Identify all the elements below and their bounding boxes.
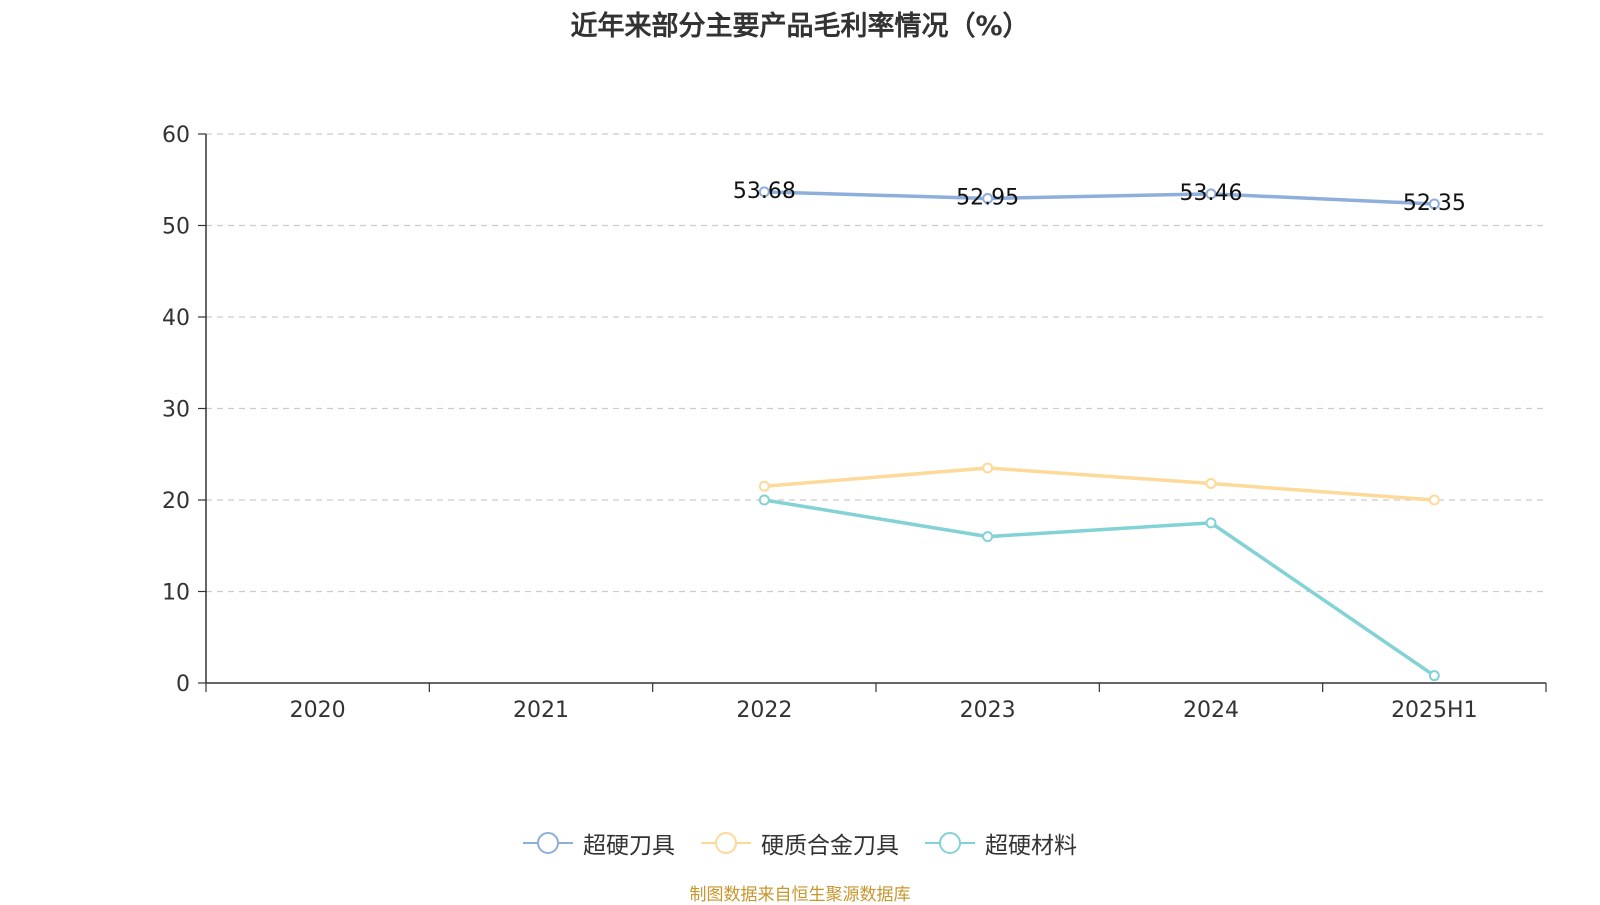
data-point	[982, 193, 994, 205]
y-tick-label: 30	[162, 398, 190, 423]
series-line-2	[764, 466, 1435, 502]
y-tick-label: 60	[162, 123, 190, 148]
data-point	[1205, 478, 1217, 490]
legend-circle-icon	[925, 832, 975, 854]
data-point	[982, 531, 994, 543]
x-tick-label: 2022	[736, 698, 792, 723]
data-point	[1428, 494, 1440, 506]
legend-circle-icon	[523, 832, 573, 854]
legend-label: 超硬材料	[985, 833, 1077, 859]
x-tick-label: 2020	[290, 698, 346, 723]
data-point	[1428, 198, 1440, 210]
x-tick-label: 2023	[960, 698, 1016, 723]
chart-title: 近年来部分主要产品毛利率情况（%）	[570, 11, 1030, 42]
data-label: 53.68	[733, 179, 796, 204]
legend-item[interactable]: 超硬材料	[925, 826, 1077, 860]
data-label: 52.95	[956, 186, 1019, 211]
x-tick-label: 2025H1	[1391, 698, 1478, 723]
legend-circle-icon	[701, 832, 751, 854]
data-point	[758, 186, 770, 198]
data-label: 52.35	[1403, 191, 1466, 216]
series-line-3	[764, 498, 1436, 678]
source-footer: 制图数据来自恒生聚源数据库	[689, 885, 911, 905]
y-tick-label: 50	[162, 215, 190, 240]
data-point	[758, 480, 770, 492]
y-tick-label: 40	[162, 306, 190, 331]
y-tick-label: 10	[162, 581, 190, 606]
x-tick-label: 2024	[1183, 698, 1239, 723]
x-tick-label: 2021	[513, 698, 569, 723]
legend-item[interactable]: 硬质合金刀具	[701, 826, 899, 860]
data-label: 53.46	[1180, 181, 1243, 206]
y-tick-label: 20	[162, 489, 190, 514]
data-point	[1428, 670, 1440, 682]
line-chart: 0 10 20 30 40 50 60 2020 2021 2022 2023 2024 2025H1 5…	[162, 123, 1547, 723]
legend-label: 硬质合金刀具	[761, 833, 899, 859]
legend-item[interactable]: 超硬刀具	[523, 826, 675, 860]
data-point	[758, 494, 770, 506]
data-point	[1205, 517, 1217, 529]
legend-label: 超硬刀具	[583, 833, 675, 859]
data-point	[982, 462, 994, 474]
y-tick-label: 0	[176, 672, 190, 697]
series-line-1	[764, 190, 1435, 206]
data-point	[1205, 188, 1217, 200]
chart-legend: 超硬刀具 硬质合金刀具 超硬材料	[0, 826, 1600, 860]
